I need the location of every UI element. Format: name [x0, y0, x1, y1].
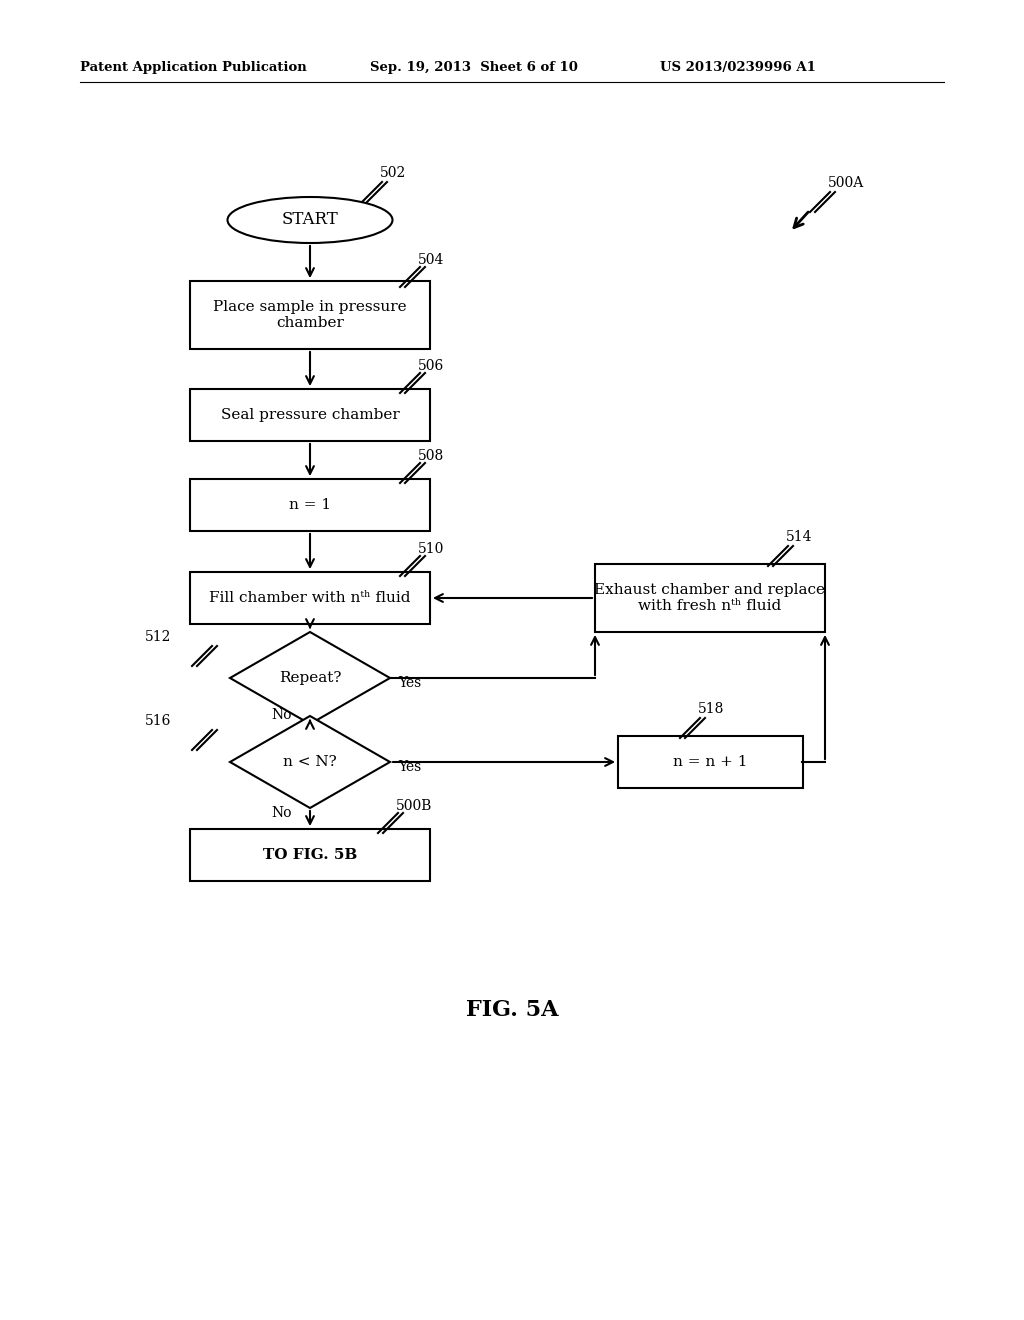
Text: 502: 502 — [380, 166, 407, 180]
Text: 506: 506 — [418, 359, 444, 374]
Polygon shape — [230, 715, 390, 808]
Text: 510: 510 — [418, 543, 444, 556]
Text: START: START — [282, 211, 338, 228]
Text: 508: 508 — [418, 449, 444, 463]
FancyBboxPatch shape — [190, 829, 430, 880]
FancyBboxPatch shape — [190, 281, 430, 348]
Text: 504: 504 — [418, 253, 444, 267]
FancyBboxPatch shape — [595, 564, 825, 632]
Text: 512: 512 — [145, 630, 171, 644]
Text: Yes: Yes — [398, 760, 421, 774]
Text: Repeat?: Repeat? — [279, 671, 341, 685]
Ellipse shape — [227, 197, 392, 243]
Text: Yes: Yes — [398, 676, 421, 690]
Text: n = n + 1: n = n + 1 — [673, 755, 748, 770]
Text: TO FIG. 5B: TO FIG. 5B — [263, 847, 357, 862]
Text: Sep. 19, 2013  Sheet 6 of 10: Sep. 19, 2013 Sheet 6 of 10 — [370, 62, 578, 74]
Text: n < N?: n < N? — [283, 755, 337, 770]
Text: 500B: 500B — [396, 799, 432, 813]
Text: 516: 516 — [145, 714, 171, 729]
Text: Seal pressure chamber: Seal pressure chamber — [220, 408, 399, 422]
Polygon shape — [230, 632, 390, 723]
Text: n = 1: n = 1 — [289, 498, 331, 512]
FancyBboxPatch shape — [190, 389, 430, 441]
Text: 500A: 500A — [828, 176, 864, 190]
FancyBboxPatch shape — [617, 737, 803, 788]
Text: No: No — [271, 708, 292, 722]
Text: 514: 514 — [786, 531, 812, 544]
Text: US 2013/0239996 A1: US 2013/0239996 A1 — [660, 62, 816, 74]
Text: Patent Application Publication: Patent Application Publication — [80, 62, 307, 74]
Text: Exhaust chamber and replace
with fresh nᵗʰ fluid: Exhaust chamber and replace with fresh n… — [595, 583, 825, 612]
Text: 518: 518 — [698, 702, 724, 715]
Text: Fill chamber with nᵗʰ fluid: Fill chamber with nᵗʰ fluid — [209, 591, 411, 605]
FancyBboxPatch shape — [190, 479, 430, 531]
Text: No: No — [271, 807, 292, 820]
FancyBboxPatch shape — [190, 572, 430, 624]
Text: Place sample in pressure
chamber: Place sample in pressure chamber — [213, 300, 407, 330]
Text: FIG. 5A: FIG. 5A — [466, 999, 558, 1020]
